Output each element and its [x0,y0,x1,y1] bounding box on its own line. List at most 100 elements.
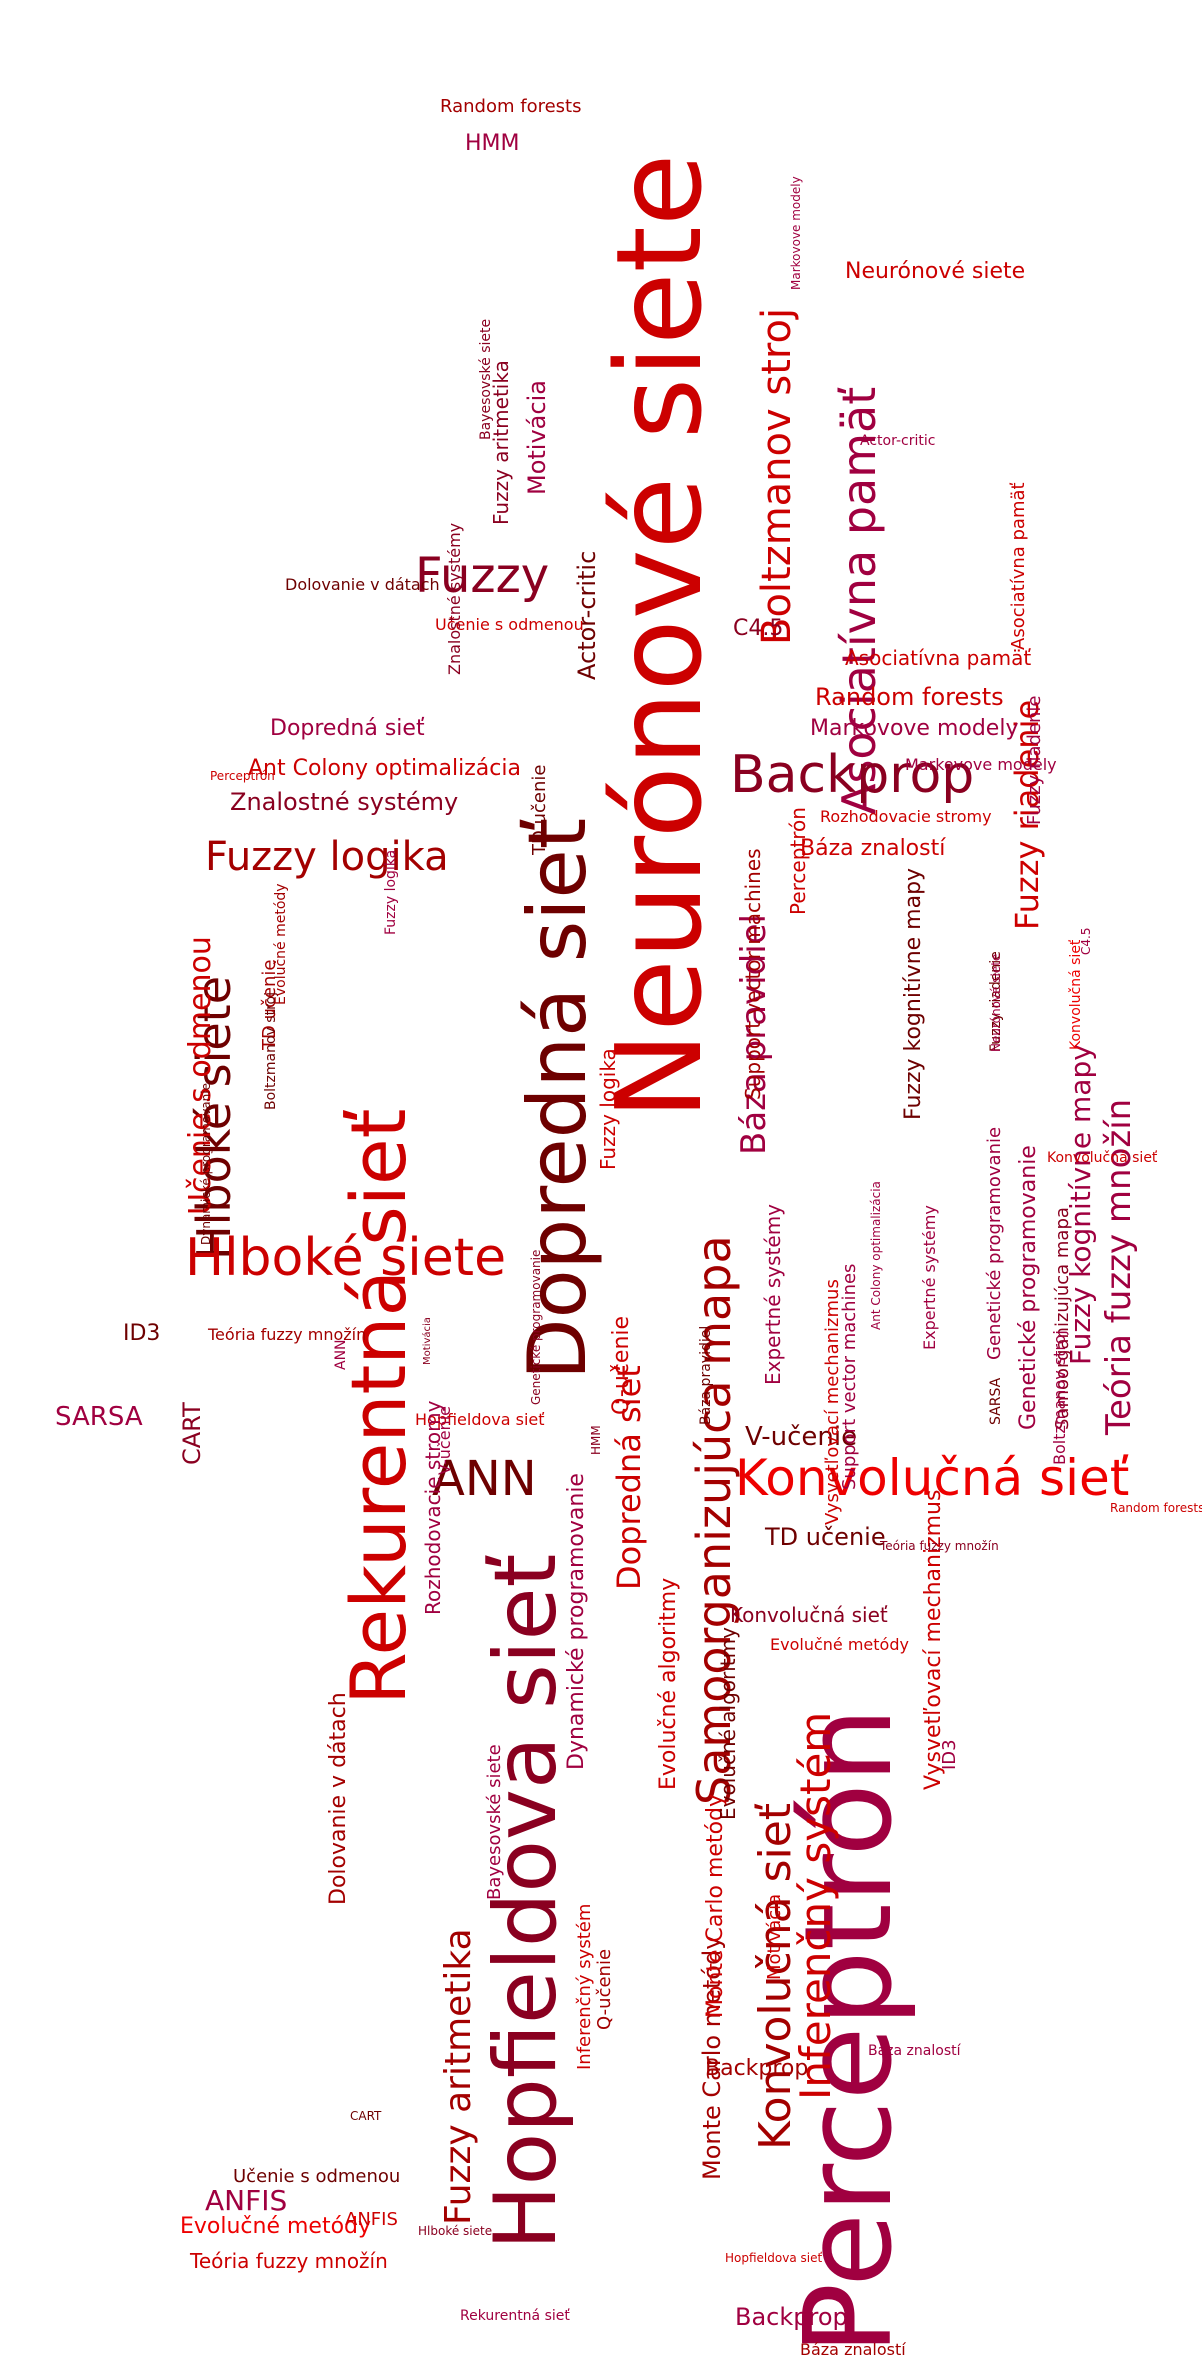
cloud-word-backprop: Backprop [735,2303,848,2331]
cloud-word-id3: ID3 [939,1739,960,1770]
cloud-word-konvolucna-siet: Konvolučná sieť [735,1449,1129,1507]
cloud-word-ant-colony-optimalizacia: Ant Colony optimalizácia [248,756,521,781]
cloud-word-dynamicke-programovanie: Dynamické programovanie [199,1083,213,1245]
cloud-word-random-forests: Random forests [440,96,582,117]
cloud-word-konvolucna-siet: Konvolučná sieť [750,1803,801,2150]
cloud-word-rozhodovacie-stromy: Rozhodovacie stromy [421,1400,445,1615]
cloud-word-hmm: HMM [465,131,520,156]
cloud-word-teoria-fuzzy-mnozin: Teória fuzzy množín [207,1325,366,1344]
cloud-word-teoria-fuzzy-mnozin: Teória fuzzy množín [189,2249,388,2273]
cloud-word-ucenie-s-odmenou: Učenie s odmenou [435,615,584,634]
cloud-word-fuzzy-aritmetika: Fuzzy aritmetika [489,360,513,525]
cloud-word-ucenie-s-odmenou: Učenie s odmenou [233,2166,400,2187]
cloud-word-hopfieldova-siet: Hopfieldova sieť [415,1410,545,1429]
cloud-word-inferencny-system: Inferenčný systém [791,1712,840,2100]
cloud-word-vysvetlovaci-mechanizmus: Vysvetľovací mechanizmus [822,1279,843,1525]
cloud-word-baza-pravidiel: Báza pravidiel [734,914,774,1155]
cloud-word-id3: ID3 [123,1321,160,1346]
cloud-word-fuzzy-aritmetika: Fuzzy aritmetika [438,1928,479,2225]
cloud-word-neuronove-siete: Neurónové siete [845,259,1025,284]
cloud-word-td-ucenie: TD učenie [259,960,280,1051]
cloud-word-monte-carlo-metody: Monte Carlo metódy [698,1936,726,2180]
cloud-word-baza-znalosti: Báza znalostí [868,2043,962,2059]
cloud-word-ann: ANN [333,1339,349,1370]
cloud-word-boltzmanov-stroj: Boltzmanov stroj [263,992,279,1110]
cloud-word-evolucne-algoritmy: Evolučné algoritmy [656,1578,681,1790]
cloud-word-actor-critic: Actor-critic [573,551,601,680]
cloud-word-perceptron: Perceptrón [210,769,275,783]
cloud-word-fuzzy-riadenie: Fuzzy riadenie [1024,696,1045,825]
cloud-word-dolovanie-v-datach: Dolovanie v dátach [326,1692,351,1905]
cloud-word-markovove-modely: Markovove modely [905,755,1057,774]
cloud-word-fuzzy-logika: Fuzzy logika [596,1048,620,1170]
cloud-word-dynamicke-programovanie: Dynamické programovanie [564,1473,589,1770]
cloud-word-hlboke-siete: Hlboké siete [418,2224,492,2238]
cloud-word-actor-critic: Actor-critic [860,433,935,449]
cloud-word-ucenie-s-odmenou: Učenie s odmenou [183,936,218,1215]
cloud-word-boltzmanov-stroj: Boltzmanov stroj [754,308,800,645]
cloud-word-support-vector-machines: Support vector machines [741,848,765,1100]
cloud-word-fuzzy-logika: Fuzzy logika [205,834,449,880]
cloud-word-td-ucenie: TD učenie [764,1523,886,1551]
cloud-word-random-forests: Random forests [815,683,1004,711]
cloud-word-monte-carlo-metody: Monte Carlo metódy [703,1794,728,2018]
cloud-word-motivacia: Motivácia [421,1317,433,1365]
cloud-word-konvolucna-siet: Konvolučná sieť [730,1603,888,1627]
cloud-word-expertne-systemy: Expertné systémy [920,1205,939,1350]
cloud-word-rekurentna-siet: Rekurentná sieť [460,2308,570,2324]
cloud-word-perceptron: Perceptrón [786,807,810,915]
cloud-word-geneticke-programovanie: Genetické programovanie [529,1250,543,1405]
cloud-word-boltzmanov-stroj: Boltzmanov stroj [1050,1330,1069,1465]
cloud-word-markovove-modely: Markovove modely [810,716,1018,741]
cloud-word-samoorganizujuca-mapa: Samoorganizujúca mapa [687,1235,741,1805]
cloud-word-znalostne-systemy: Znalostné systémy [445,523,464,675]
cloud-word-inferencny-system: Inferenčný systém [574,1904,595,2070]
cloud-word-v-ucenie: V-učenie [745,1422,857,1452]
cloud-word-ann: ANN [432,1451,537,1507]
cloud-word-anfis: ANFIS [345,2209,398,2230]
cloud-word-baza-pravidiel: Báza pravidiel [698,1326,714,1425]
cloud-word-expertne-systemy: Expertné systémy [761,1204,785,1385]
cloud-word-konvolucna-siet: Konvolučná sieť [1068,939,1084,1050]
cloud-word-fuzzy-kognitivne-mapy: Fuzzy kognitívne mapy [1064,1044,1097,1365]
cloud-word-td-ucenie: TD učenie [529,765,550,856]
cloud-word-baza-znalosti: Báza znalostí [800,836,946,861]
cloud-word-geneticke-programovanie: Genetické programovanie [1016,1145,1041,1430]
cloud-word-dopredna-siet: Dopredná sieť [270,716,425,741]
cloud-word-hlboke-siete: Hlboké siete [185,1228,506,1288]
cloud-word-neuronove-siete: Neurónové siete [590,154,728,1120]
cloud-word-bayesovske-siete: Bayesovské siete [478,319,494,440]
cloud-word-markovove-modely: Markovove modely [789,176,803,290]
cloud-word-hlboke-siete: Hlboké siete [187,976,241,1260]
cloud-word-perceptron: Perceptrón [780,1707,919,2355]
cloud-word-asociativna-pamat: Asociatívna pamäť [832,387,886,815]
cloud-word-v-ucenie: V-učenie [435,1406,454,1475]
cloud-word-support-vector-machines: Support vector machines [839,1264,860,1490]
cloud-word-fuzzy-riadenie: Fuzzy riadenie [988,951,1004,1052]
cloud-word-vysvetlovaci-mechanizmus: Vysvetľovací mechanizmus [921,1490,946,1790]
cloud-word-motivacia: Motivácia [523,380,551,495]
cloud-word-teoria-fuzzy-mnozin: Teória fuzzy množín [1099,1099,1139,1436]
cloud-word-q-ucenie: Q-učenie [609,1316,634,1415]
cloud-word-rekurentna-siet: Rekurentná sieť [334,1109,423,1705]
cloud-word-motivacia: Motivácia [764,1894,785,1980]
cloud-word-backprop: Backprop [730,745,974,805]
cloud-word-geneticke-programovanie: Genetické programovanie [984,1127,1005,1360]
cloud-word-evolucne-metody: Evolučné metódy [180,2214,371,2239]
cloud-word-dolovanie-v-datach: Dolovanie v dátach [285,575,440,594]
cloud-word-baza-znalosti: Báza znalostí [800,2340,906,2359]
cloud-word-samoorganizujuca-mapa: Samoorganizujúca mapa [1052,1207,1073,1430]
cloud-word-evolucne-metody: Evolučné metódy [770,1635,909,1654]
cloud-word-hopfieldova-siet: Hopfieldova sieť [476,1554,576,2250]
cloud-word-anfis: ANFIS [205,2184,287,2217]
cloud-word-random-forests: Random forests [1110,1501,1202,1515]
cloud-word-bayesovske-siete: Bayesovské siete [484,1744,505,1900]
cloud-word-fuzzy-kognitivne-mapy: Fuzzy kognitívne mapy [901,868,926,1120]
cloud-word-asociativna-pamat: Asociatívna pamäť [1008,482,1029,650]
cloud-word-konvolucna-siet: Konvolučná sieť [1047,1150,1158,1166]
cloud-word-cart: CART [178,1402,206,1465]
cloud-word-hopfieldova-siet: Hopfieldova sieť [725,2251,822,2265]
cloud-word-dopredna-siet: Dopredná sieť [511,818,604,1380]
cloud-word-znalostne-systemy: Znalostné systémy [230,788,458,816]
cloud-word-asociativna-pamat: Asociatívna pamäť [845,646,1031,670]
